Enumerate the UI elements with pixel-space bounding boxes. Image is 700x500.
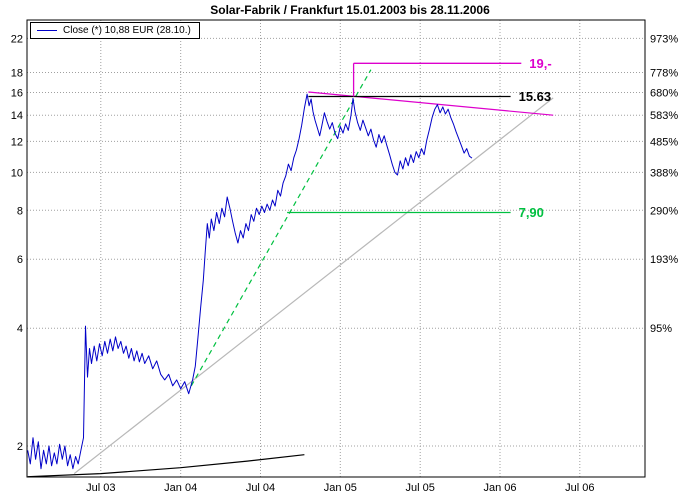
y-axis-tick-label: 8	[17, 205, 23, 217]
percent-axis-tick-label: 973%	[650, 33, 678, 45]
plot-area[interactable]	[26, 19, 646, 478]
y-axis-tick-label: 12	[11, 136, 23, 148]
y-axis-tick-label: 2	[17, 441, 23, 453]
percent-axis-tick-label: 388%	[650, 167, 678, 179]
y-axis-tick-label: 6	[17, 254, 23, 266]
price-line-close	[27, 93, 473, 470]
price-level-label: 19,-	[529, 56, 551, 71]
y-axis-tick-label: 16	[11, 88, 23, 100]
percent-axis-tick-label: 95%	[650, 323, 672, 335]
trend-line-downtrend-from-high	[308, 91, 554, 116]
percent-axis-tick-label: 290%	[650, 205, 678, 217]
percent-axis-tick-label: 193%	[650, 254, 678, 266]
y-axis-tick-label: 10	[11, 167, 23, 179]
x-axis-tick-label: Jul 04	[246, 482, 275, 494]
close-line-sample	[37, 30, 57, 31]
trend-line-long-term-uptrend	[73, 97, 554, 475]
x-axis-tick-label: Jan 04	[164, 482, 197, 494]
y-axis-tick-label: 4	[17, 323, 23, 335]
y-axis-tick-label: 22	[11, 33, 23, 45]
price-level-label: 7,90	[519, 205, 544, 220]
legend: Close (*) 10,88 EUR (28.10.)	[30, 22, 200, 39]
percent-axis-tick-label: 485%	[650, 136, 678, 148]
price-level-label: 15.63	[519, 89, 552, 104]
trend-line-steep-uptrend-projection	[190, 69, 372, 387]
x-axis-tick-label: Jul 03	[86, 482, 115, 494]
percent-axis-tick-label: 583%	[650, 110, 678, 122]
y-axis-tick-label: 18	[11, 68, 23, 80]
legend-label: Close (*) 10,88 EUR (28.10.)	[63, 25, 191, 36]
x-axis-tick-label: Jan 05	[324, 482, 357, 494]
y-axis-tick-label: 14	[11, 110, 23, 122]
x-axis-tick-label: Jul 05	[406, 482, 435, 494]
percent-axis-tick-label: 680%	[650, 88, 678, 100]
x-axis-tick-label: Jul 06	[565, 482, 594, 494]
x-axis-tick-label: Jan 06	[483, 482, 516, 494]
trend-line-base-support	[27, 454, 305, 478]
chart-title: Solar-Fabrik / Frankfurt 15.01.2003 bis …	[210, 3, 490, 17]
percent-axis-tick-label: 778%	[650, 68, 678, 80]
